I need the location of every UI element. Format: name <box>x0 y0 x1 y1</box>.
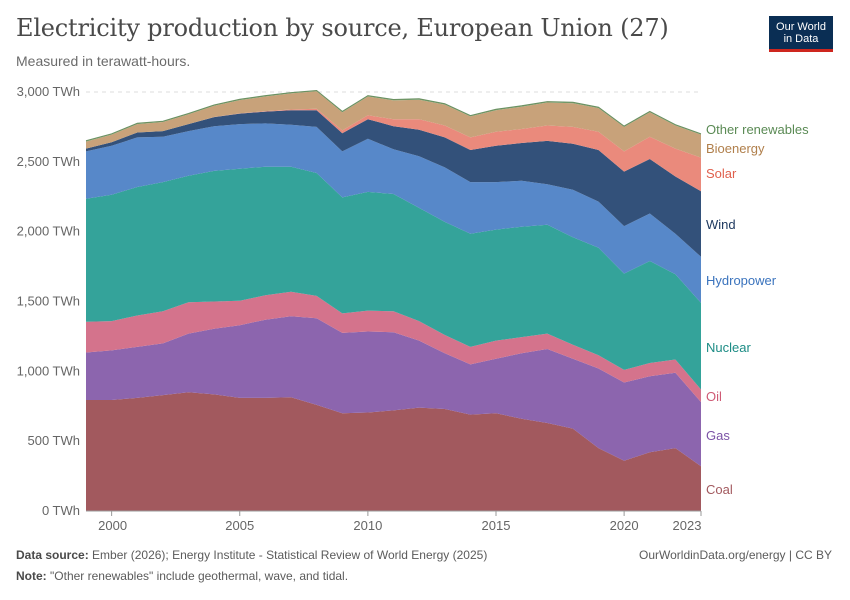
stacked-area-chart: 0 TWh 500 TWh 1,000 TWh 1,500 TWh 2,000 TWh 2… <box>17 84 809 533</box>
legend-label-solar[interactable]: Solar <box>706 166 737 181</box>
area-solar[interactable] <box>86 108 701 192</box>
area-wind[interactable] <box>86 110 701 257</box>
logo-line-1: Our World <box>776 21 826 33</box>
y-axis: 0 TWh 500 TWh 1,000 TWh 1,500 TWh 2,000 TWh 2… <box>17 84 80 518</box>
credit-link[interactable]: OurWorldinData.org/energy | CC BY <box>639 548 832 562</box>
data-source-label: Data source: <box>16 548 89 562</box>
y-tick-label: 1,000 TWh <box>17 363 80 378</box>
area-coal[interactable] <box>86 392 701 511</box>
x-tick-label: 2010 <box>353 518 382 533</box>
legend-label-gas[interactable]: Gas <box>706 428 730 443</box>
owid-logo[interactable]: Our World in Data <box>769 16 833 52</box>
area-series <box>85 89 702 511</box>
legend-label-hydropower[interactable]: Hydropower <box>706 273 777 288</box>
area-hydropower[interactable] <box>86 123 701 303</box>
legend-label-wind[interactable]: Wind <box>706 217 736 232</box>
x-axis: 2000 2005 2010 2015 2020 2023 <box>86 510 702 533</box>
x-tick-label: 2015 <box>482 518 511 533</box>
y-tick-label: 1,500 TWh <box>17 294 80 309</box>
x-tick-label: 2023 <box>673 518 702 533</box>
area-nuclear[interactable] <box>86 166 701 390</box>
x-tick-label: 2005 <box>225 518 254 533</box>
y-tick-label: 500 TWh <box>27 433 80 448</box>
x-tick-label: 2000 <box>98 518 127 533</box>
y-tick-label: 3,000 TWh <box>17 84 80 99</box>
area-gas[interactable] <box>86 316 701 467</box>
y-tick-label: 2,500 TWh <box>17 154 80 169</box>
legend-label-coal[interactable]: Coal <box>706 482 733 497</box>
x-tick-label: 2020 <box>610 518 639 533</box>
area-bioenergy[interactable] <box>86 91 701 158</box>
y-tick-label: 2,000 TWh <box>17 224 80 239</box>
chart-subtitle: Measured in terawatt-hours. <box>16 53 191 69</box>
data-source-text[interactable]: Ember (2026); Energy Institute - Statist… <box>92 548 488 562</box>
legend-label-bioenergy[interactable]: Bioenergy <box>706 141 765 156</box>
note-text: "Other renewables" include geothermal, w… <box>50 569 349 583</box>
chart-title: Electricity production by source, Europe… <box>16 14 669 42</box>
logo-line-2: in Data <box>783 33 819 45</box>
chart-note: Note: "Other renewables" include geother… <box>16 569 348 583</box>
note-label: Note: <box>16 569 47 583</box>
data-source: Data source: Ember (2026); Energy Instit… <box>16 548 487 562</box>
area-oil[interactable] <box>86 291 701 403</box>
y-tick-label: 0 TWh <box>42 503 80 518</box>
legend-label-nuclear[interactable]: Nuclear <box>706 340 751 355</box>
legend-label-oil[interactable]: Oil <box>706 389 722 404</box>
series-labels: Coal Gas Oil Nuclear Hydropower Wind Solar Bioe… <box>706 122 809 497</box>
legend-label-other-renewables[interactable]: Other renewables <box>706 122 809 137</box>
top-outline <box>85 89 702 142</box>
